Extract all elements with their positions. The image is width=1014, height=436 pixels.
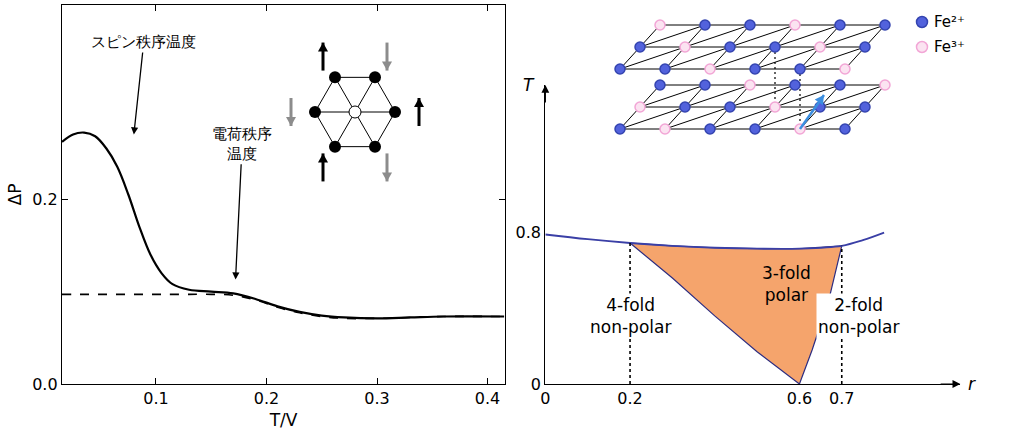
svg-text:T/V: T/V [269, 410, 298, 430]
svg-text:0.7: 0.7 [829, 389, 854, 408]
svg-text:0.2: 0.2 [617, 389, 642, 408]
svg-text:4-foldnon-polar: 4-foldnon-polar [590, 295, 671, 337]
svg-text:0.2: 0.2 [32, 190, 57, 209]
svg-text:0: 0 [531, 375, 541, 394]
svg-text:r: r [968, 374, 976, 394]
svg-text:ΔP: ΔP [5, 184, 25, 206]
svg-text:0.3: 0.3 [364, 389, 389, 408]
svg-text:電荷秩序温度: 電荷秩序温度 [212, 125, 272, 163]
svg-text:0: 0 [540, 389, 550, 408]
svg-text:スピン秩序温度: スピン秩序温度 [91, 33, 196, 51]
svg-text:2-foldnon-polar: 2-foldnon-polar [818, 295, 899, 337]
svg-text:0.4: 0.4 [475, 389, 500, 408]
svg-text:0.6: 0.6 [787, 389, 812, 408]
svg-text:0.2: 0.2 [254, 389, 279, 408]
svg-text:T: T [523, 75, 535, 95]
svg-text:0.1: 0.1 [143, 389, 168, 408]
svg-text:3-foldpolar: 3-foldpolar [762, 263, 811, 305]
svg-text:0.8: 0.8 [516, 223, 541, 242]
svg-text:Fe³⁺: Fe³⁺ [934, 38, 965, 56]
svg-text:0.0: 0.0 [32, 375, 57, 394]
svg-text:Fe²⁺: Fe²⁺ [934, 13, 965, 31]
